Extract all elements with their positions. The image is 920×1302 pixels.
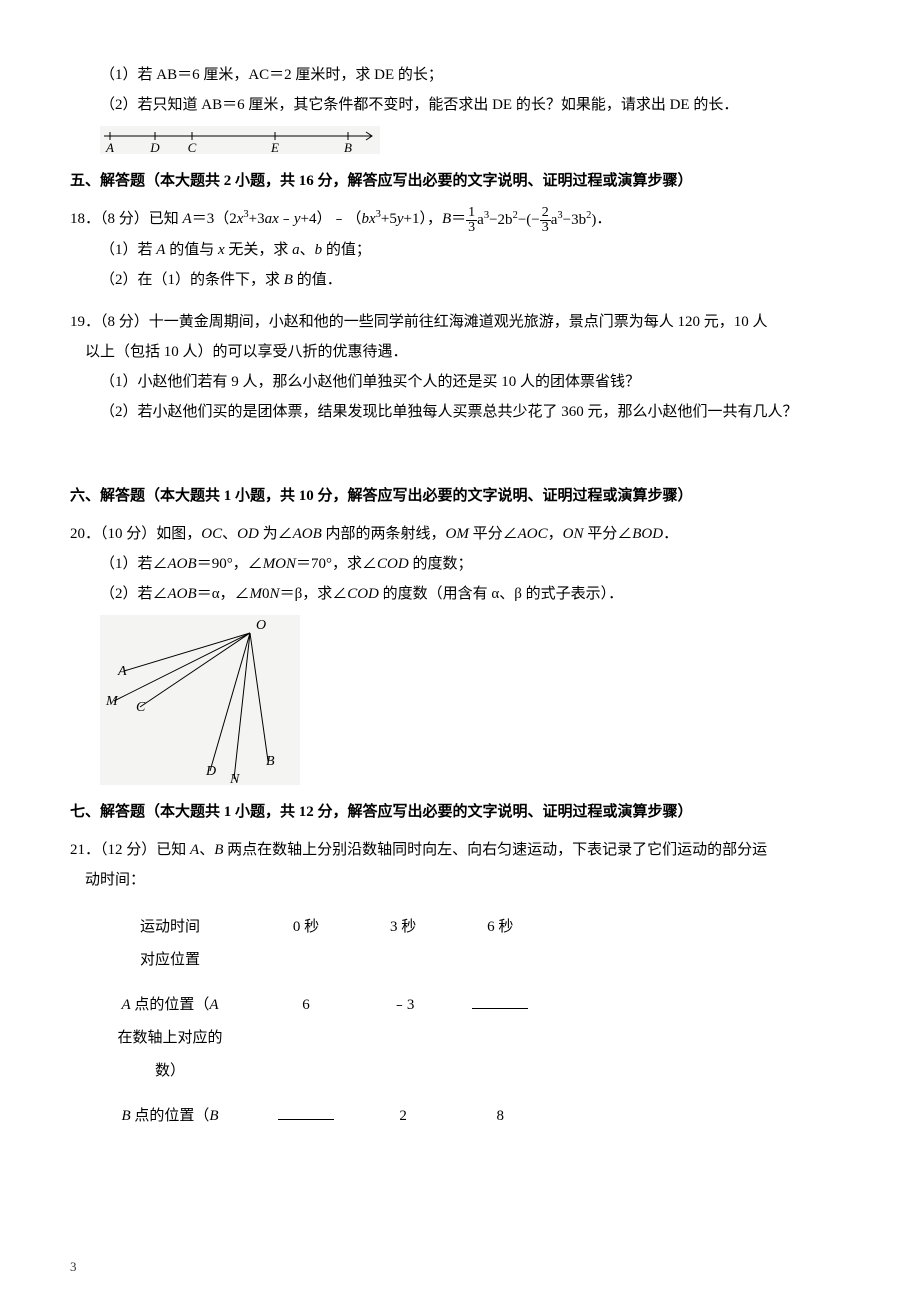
table-row-B: B 点的位置（B 2 8 — [100, 1094, 556, 1139]
svg-text:C: C — [136, 700, 146, 715]
section-7-title: 七、解答题（本大题共 1 小题，共 12 分，解答应写出必要的文字说明、证明过程… — [70, 797, 850, 827]
col-6s: 6 秒 — [444, 905, 556, 983]
blank-input[interactable] — [472, 993, 528, 1009]
question-18: 18．（8 分）已知 A＝3（2x3+3ax﹣y+4）﹣（bx3+5y+1），B… — [70, 204, 850, 295]
svg-text:A: A — [117, 664, 127, 679]
q19-sub1: （1）小赵他们若有 9 人，那么小赵他们单独买个人的还是买 10 人的团体票省钱… — [70, 367, 850, 397]
svg-text:O: O — [256, 618, 266, 633]
q20-sub1: （1）若∠AOB＝90°，∠MON＝70°，求∠COD 的度数； — [70, 549, 850, 579]
q19-sub2: （2）若小赵他们买的是团体票，结果发现比单独每人买票总共少花了 360 元，那么… — [70, 397, 850, 427]
rowA-c2 — [444, 983, 556, 1094]
q18-points: （8 分） — [100, 211, 149, 227]
rowB-c1: 2 — [362, 1094, 444, 1139]
section-5-title: 五、解答题（本大题共 2 小题，共 16 分，解答应写出必要的文字说明、证明过程… — [70, 166, 850, 196]
q18-number: 18． — [70, 211, 100, 227]
svg-text:D: D — [149, 140, 160, 154]
line-diagram-ADCEB: ADCEB — [100, 126, 380, 154]
table-header-row: 运动时间对应位置 0 秒 3 秒 6 秒 — [100, 905, 556, 983]
rowB-head: B 点的位置（B — [100, 1094, 250, 1139]
q21-points: （12 分） — [100, 842, 156, 858]
rowA-c1: ﹣3 — [362, 983, 444, 1094]
q17-sub1: （1）若 AB＝6 厘米，AC＝2 厘米时，求 DE 的长； — [70, 60, 850, 90]
q18-formula: 13a3−2b2−(−23a3−3b2) — [466, 205, 596, 235]
q21-number: 21． — [70, 842, 100, 858]
q18-tail: ． — [596, 211, 611, 227]
svg-text:M: M — [105, 694, 119, 709]
angle-diagram-AOB: O AM C DN B — [100, 615, 300, 785]
q21-body: 已知 A、B 两点在数轴上分别沿数轴同时向左、向右匀速运动，下表记录了它们运动的… — [156, 842, 767, 858]
q17-sub2: （2）若只知道 AB＝6 厘米，其它条件都不变时，能否求出 DE 的长？如果能，… — [70, 90, 850, 120]
svg-text:E: E — [270, 140, 279, 154]
q18-sub2: （2）在（1）的条件下，求 B 的值． — [70, 265, 850, 295]
section-6-title: 六、解答题（本大题共 1 小题，共 10 分，解答应写出必要的文字说明、证明过程… — [70, 481, 850, 511]
rowA-head: A 点的位置（A在数轴上对应的数） — [100, 983, 250, 1094]
q19-number: 19． — [70, 314, 100, 330]
q20-sub2: （2）若∠AOB＝α，∠M0N＝β，求∠COD 的度数（用含有 α、β 的式子表… — [70, 579, 850, 609]
table-row-A: A 点的位置（A在数轴上对应的数） 6 ﹣3 — [100, 983, 556, 1094]
rowB-c2: 8 — [444, 1094, 556, 1139]
question-19: 19．（8 分）十一黄金周期间，小赵和他的一些同学前往红海滩道观光旅游，景点门票… — [70, 307, 850, 427]
svg-text:D: D — [205, 764, 216, 779]
page-number: 3 — [70, 1254, 77, 1280]
svg-text:A: A — [105, 140, 114, 154]
col-3s: 3 秒 — [362, 905, 444, 983]
q19-body-line2: 以上（包括 10 人）的可以享受八折的优惠待遇． — [70, 337, 850, 367]
rowB-c0 — [250, 1094, 362, 1139]
question-21: 21．（12 分）已知 A、B 两点在数轴上分别沿数轴同时向左、向右匀速运动，下… — [70, 835, 850, 1139]
q18-sub1: （1）若 A 的值与 x 无关，求 a、b 的值； — [70, 235, 850, 265]
q20-number: 20． — [70, 526, 100, 542]
q19-points: （8 分） — [100, 314, 149, 330]
q20-body: 如图，OC、OD 为∠AOB 内部的两条射线，OM 平分∠AOC，ON 平分∠B… — [156, 526, 678, 542]
svg-text:B: B — [344, 140, 352, 154]
q20-points: （10 分） — [100, 526, 156, 542]
rowA-c0: 6 — [250, 983, 362, 1094]
svg-text:C: C — [188, 140, 197, 154]
question-20: 20．（10 分）如图，OC、OD 为∠AOB 内部的两条射线，OM 平分∠AO… — [70, 519, 850, 785]
svg-text:B: B — [266, 754, 275, 769]
svg-text:N: N — [229, 772, 240, 785]
col-0s: 0 秒 — [250, 905, 362, 983]
q19-body: 十一黄金周期间，小赵和他的一些同学前往红海滩道观光旅游，景点门票为每人 120 … — [149, 314, 768, 330]
blank-input[interactable] — [278, 1104, 334, 1120]
table-header-label: 运动时间对应位置 — [100, 905, 250, 983]
q21-body-line2: 动时间： — [70, 865, 850, 895]
q21-table: 运动时间对应位置 0 秒 3 秒 6 秒 A 点的位置（A在数轴上对应的数） 6… — [100, 905, 556, 1139]
q18-body-pre: 已知 A＝3（2x3+3ax﹣y+4）﹣（bx3+5y+1），B＝ — [149, 211, 466, 227]
